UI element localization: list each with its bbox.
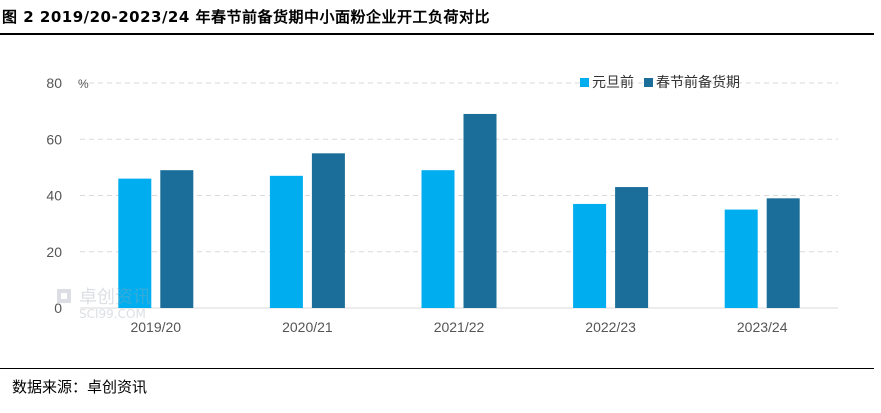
legend-swatch [644,78,653,87]
x-tick-label: 2019/20 [130,319,181,335]
x-tick-label: 2021/22 [434,319,485,335]
x-axis-ticks: 2019/20 2020/21 2021/22 2022/23 2023/24 [130,319,787,335]
source-note: 数据来源：卓创资讯 [12,378,148,396]
bar [615,187,649,308]
y-tick-label: 80 [46,75,62,91]
legend: 元旦前 春节前备货期 [580,74,740,91]
legend-label: 春节前备货期 [656,74,740,91]
x-tick-label: 2023/24 [737,319,788,335]
y-tick-label: 40 [46,188,62,204]
bar [573,203,607,308]
y-axis-ticks: 0 20 40 60 80 [46,75,62,316]
x-tick-label: 2020/21 [282,319,333,335]
bar [421,170,455,308]
bars [118,113,800,308]
source-rule [0,368,874,369]
y-axis-unit: % [78,77,89,91]
legend-label: 元旦前 [592,74,634,91]
gridlines [80,82,838,309]
watermark-brand: 卓创资讯 [79,287,151,308]
bar [269,175,303,308]
watermark-site: SCI99.COM [79,307,146,321]
legend-swatch [580,78,589,87]
bar [766,198,800,308]
bar-chart: 0 20 40 60 80 % 2019/20 2020/21 2021/22 2022/23… [46,74,838,335]
bar [118,178,152,308]
title-rule [0,33,874,35]
x-tick-label: 2022/23 [585,319,636,335]
y-tick-label: 20 [46,244,62,260]
watermark-logo: 卓创资讯 SCI99.COM [57,287,151,321]
chart-title: 图 2 2019/20-2023/24 年春节前备货期中小面粉企业开工负荷对比 [2,8,491,26]
bar [463,113,497,308]
bar [724,209,758,308]
y-tick-label: 60 [46,131,62,147]
bar [311,153,345,308]
bar [160,170,194,308]
y-tick-label: 0 [54,300,62,316]
